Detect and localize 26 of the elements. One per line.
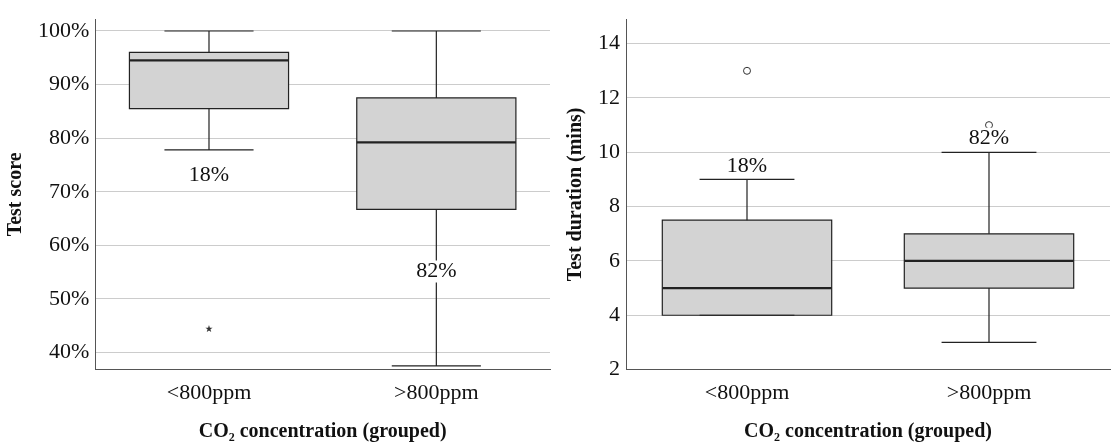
y-tick-label: 12	[598, 83, 620, 109]
y-tick-label: 90%	[49, 70, 90, 96]
annotation: 82%	[968, 124, 1010, 150]
annotation: 18%	[188, 161, 230, 187]
y-tick-label: 40%	[49, 338, 90, 364]
annotation: 18%	[726, 151, 768, 177]
x-axis-title: CO₂ concentration (grouped)	[744, 419, 992, 443]
y-tick-label: 2	[609, 355, 620, 381]
y-tick-label: 100%	[38, 16, 90, 42]
x-tick-label: <800ppm	[166, 378, 252, 404]
x-tick-label: <800ppm	[704, 378, 790, 404]
y-tick-label: 80%	[49, 123, 90, 149]
y-tick-label: 10	[598, 138, 620, 164]
y-tick-label: 60%	[49, 231, 90, 257]
y-tick-label: 70%	[49, 177, 90, 203]
y-tick-label: 4	[609, 301, 620, 327]
y-tick-label: 6	[609, 246, 620, 272]
x-tick-label: >800ppm	[394, 378, 479, 404]
annotation: 82%	[416, 257, 457, 283]
y-tick-label: 8	[609, 192, 620, 218]
y-tick-label: 50%	[49, 284, 90, 310]
y-axis-title: Test duration (mins)	[563, 107, 587, 282]
x-axis-title: CO₂ concentration (grouped)	[198, 419, 447, 443]
x-tick-label: >800ppm	[946, 378, 1032, 404]
y-tick-label: 14	[598, 29, 620, 55]
y-axis-title: Test score	[3, 152, 26, 237]
